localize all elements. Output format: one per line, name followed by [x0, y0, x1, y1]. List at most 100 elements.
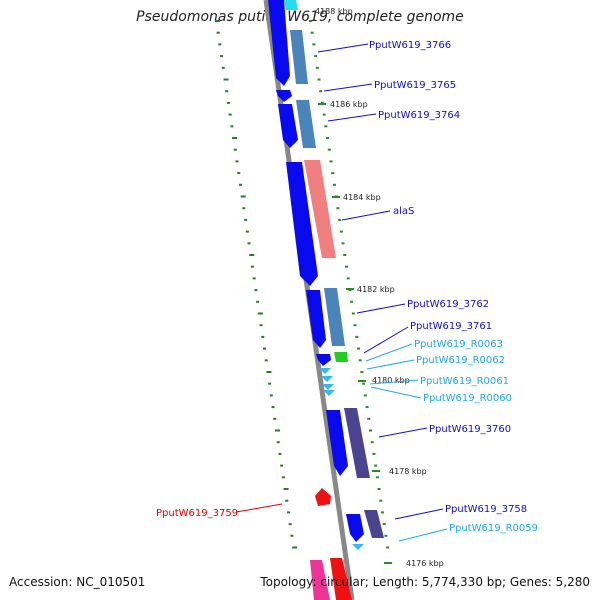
scale-dash: [283, 488, 289, 490]
outer-dash: [336, 207, 340, 210]
outer-dash: [356, 347, 360, 350]
scale-dash: [235, 160, 239, 163]
outer-dash: [374, 464, 378, 467]
outer-dash: [379, 499, 383, 502]
cog-bar-3764: [296, 100, 316, 148]
inner-scale-ticks: [214, 20, 298, 549]
gene-label[interactable]: PputW619_R0062: [416, 355, 505, 366]
outer-dash: [382, 523, 386, 526]
trna-marks: [319, 368, 364, 550]
outer-dash: [326, 137, 330, 139]
kbp-4182: 4182 kbp: [357, 285, 395, 294]
scale-dash: [238, 183, 242, 186]
outer-dash: [386, 546, 390, 549]
gene-label[interactable]: PputW619_3758: [445, 504, 527, 515]
scale-dash: [254, 289, 258, 292]
scale-dash: [287, 511, 291, 514]
outer-dash: [332, 183, 336, 186]
outer-dash: [358, 359, 362, 362]
outer-dash: [314, 55, 318, 58]
cds-arrow-3765: [276, 90, 292, 102]
gene-label[interactable]: PputW619_3762: [407, 299, 489, 310]
scale-dash: [245, 230, 249, 233]
cds-bottom-red: [330, 558, 352, 600]
scale-dash: [269, 394, 273, 397]
scale-dash: [233, 148, 237, 151]
gene-label[interactable]: PputW619_3759: [156, 508, 238, 519]
scale-dash: [259, 324, 263, 327]
outer-dash: [320, 101, 324, 104]
scale-dash: [226, 101, 230, 104]
trna-chevron: [322, 384, 334, 390]
outer-dash: [324, 125, 328, 128]
outer-dash: [348, 289, 352, 292]
accession-text: Accession: NC_010501: [9, 575, 146, 589]
outer-dash: [315, 66, 319, 69]
outer-dash: [377, 488, 381, 490]
kbp-4184: 4184 kbp: [343, 193, 381, 202]
scale-dash: [262, 347, 266, 350]
outer-dash: [310, 31, 314, 34]
cog-bar-alas: [304, 160, 336, 258]
cds-arrow-3766: [268, 0, 290, 86]
scale-dash: [214, 20, 220, 22]
cds-reverse-strand: [310, 488, 352, 600]
outer-dash: [365, 406, 369, 409]
outer-dash: [317, 78, 321, 81]
gene-label[interactable]: PputW619_R0060: [423, 393, 512, 404]
scale-dash: [264, 359, 268, 362]
scale-dash: [261, 335, 265, 338]
cog-bar-3761: [334, 352, 348, 362]
topology-text: Topology: circular; Length: 5,774,330 bp…: [260, 575, 590, 589]
scale-dash: [244, 218, 248, 221]
kbp-marks: 4186 kbp 4184 kbp 4182 kbp 4180 kbp 4178…: [318, 100, 444, 568]
gene-label[interactable]: PputW619_R0063: [414, 339, 503, 350]
scale-dash: [271, 406, 275, 409]
kbp-4180: 4180 kbp: [372, 376, 410, 385]
scale-dash: [280, 464, 284, 467]
outer-dash: [341, 242, 345, 245]
cds-bottom-pink: [310, 560, 330, 600]
cog-bars: [290, 30, 384, 538]
scale-dash: [220, 55, 224, 58]
scale-dash: [237, 172, 241, 175]
scale-dash: [285, 499, 289, 502]
outer-dash: [331, 172, 335, 175]
cog-bar-3758: [364, 510, 384, 538]
kbp-4176: 4176 kbp: [406, 559, 444, 568]
cds-arrow-3758: [346, 514, 364, 542]
scale-dash: [252, 277, 256, 280]
cds-arrow-3764: [278, 104, 298, 148]
scale-dash: [247, 242, 251, 245]
trna-chevron: [352, 544, 364, 550]
cds-arrow-3759: [315, 488, 331, 506]
gene-label[interactable]: alaS: [393, 206, 414, 217]
gene-label[interactable]: PputW619_3760: [429, 424, 511, 435]
outer-dash: [322, 113, 326, 116]
gene-label[interactable]: PputW619_3766: [369, 40, 451, 51]
scale-dash: [228, 113, 232, 116]
kbp-4186: 4186 kbp: [330, 100, 368, 109]
scale-dash: [221, 66, 225, 69]
scale-dash: [257, 312, 263, 315]
gene-label[interactable]: PputW619_R0059: [449, 523, 538, 534]
outer-dash: [370, 441, 374, 444]
scale-dash: [276, 441, 280, 444]
gene-label[interactable]: PputW619_3761: [410, 321, 492, 332]
scale-dash: [230, 125, 234, 128]
gene-label[interactable]: PputW619_R0061: [420, 376, 509, 387]
outer-dash: [338, 218, 342, 221]
outer-dash: [319, 90, 323, 93]
scale-dash: [268, 382, 272, 385]
outer-dash: [344, 265, 348, 268]
scale-dash: [266, 371, 272, 373]
trna-chevron: [323, 390, 335, 396]
gene-label[interactable]: PputW619_3764: [378, 110, 460, 121]
trna-chevron: [321, 376, 333, 382]
outer-dash: [327, 148, 331, 151]
scale-dash: [218, 43, 222, 46]
scale-dash: [281, 476, 285, 479]
gene-label[interactable]: PputW619_3765: [374, 80, 456, 91]
scale-dash: [256, 300, 260, 303]
